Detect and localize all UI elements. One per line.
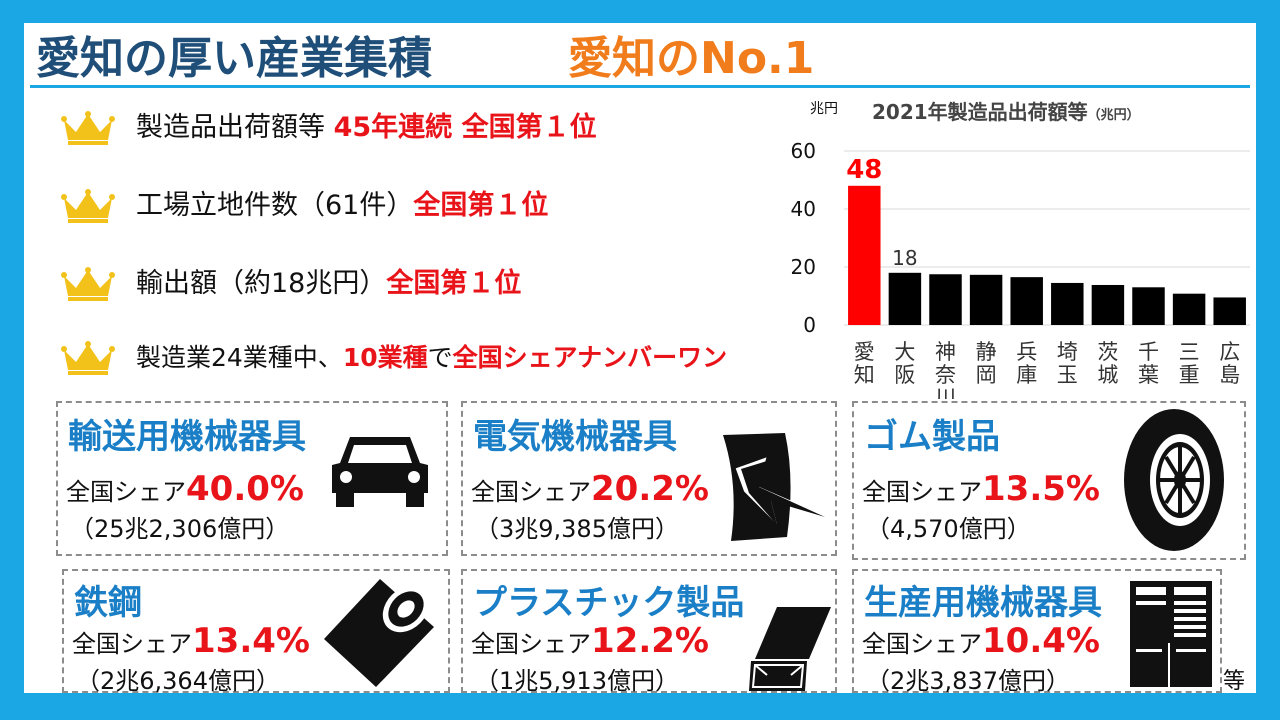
shipment-amount: （3兆9,385億円）	[475, 515, 679, 543]
ranking-highlight-2: 全国シェアナンバーワン	[452, 343, 728, 372]
ranking-label: 製造業24業種中、	[136, 343, 343, 372]
data-label: 48	[846, 155, 882, 185]
share-value: 12.2%	[591, 621, 709, 661]
title-divider	[30, 85, 1250, 88]
ranking-highlight: 45年連続 全国第１位	[333, 112, 597, 143]
bar	[1172, 293, 1206, 325]
bar	[1091, 284, 1125, 325]
share-line: 全国シェア12.2%	[471, 621, 709, 667]
chart-grid	[844, 150, 1250, 326]
category-label: 静岡	[976, 340, 997, 387]
industry-name: 生産用機械器具	[864, 583, 1102, 623]
footnote-etc: 等	[1223, 669, 1246, 693]
shipment-amount: （2兆6,364億円）	[76, 667, 280, 693]
industry-name: プラスチック製品	[473, 583, 745, 623]
chart-title-text: 2021年製造品出荷額等	[872, 100, 1088, 124]
machine-icon	[1130, 581, 1212, 687]
shipment-amount: （1兆5,913億円）	[475, 667, 679, 693]
share-prefix: 全国シェア	[471, 478, 591, 506]
tire-icon	[1124, 409, 1224, 551]
crown-icon	[61, 341, 115, 375]
category-label: 広島	[1219, 340, 1240, 387]
share-line: 全国シェア20.2%	[471, 469, 709, 515]
industry-card-steel: 鉄鋼 全国シェア13.4% （2兆6,364億円）	[62, 569, 450, 693]
bar	[969, 274, 1003, 325]
ranking-label: 製造品出荷額等	[136, 112, 334, 143]
industry-card-transport: 輸送用機械器具 全国シェア40.0% （25兆2,306億円）	[56, 401, 448, 556]
bar	[1051, 282, 1084, 325]
industry-card-electrical: 電気機械器具 全国シェア20.2% （3兆9,385億円）	[461, 401, 837, 556]
share-prefix: 全国シェア	[471, 630, 591, 658]
share-line: 全国シェア13.5%	[862, 469, 1100, 515]
page-title: 愛知の厚い産業集積	[36, 33, 432, 84]
category-label: 愛知	[854, 340, 875, 387]
car-icon	[332, 437, 428, 507]
industry-name: ゴム製品	[864, 417, 1000, 457]
y-tick-label: 0	[803, 313, 816, 337]
ranking-label: 輸出額（約18兆円）	[136, 268, 387, 299]
y-tick-label: 20	[791, 255, 816, 279]
industry-card-production-machinery: 生産用機械器具 全国シェア10.4% （2兆3,837億円）	[852, 569, 1222, 693]
plastic-box-icon	[749, 607, 831, 691]
ranking-mid: で	[427, 343, 453, 372]
data-label: 18	[892, 246, 917, 270]
bar	[888, 272, 922, 325]
chart-ylabel: 兆円	[810, 101, 838, 117]
share-value: 20.2%	[591, 469, 709, 509]
category-label: 三重	[1179, 340, 1200, 387]
share-prefix: 全国シェア	[66, 478, 186, 506]
shipment-bar-chart: 2021年製造品出荷額等（兆円） 兆円 0 20 40 60 48 18 愛知 大阪 神奈川…	[754, 99, 1254, 399]
share-prefix: 全国シェア	[862, 478, 982, 506]
industry-card-rubber: ゴム製品 全国シェア13.5% （4,570億円）	[852, 401, 1246, 560]
industry-name: 輸送用機械器具	[68, 417, 306, 457]
chart-svg: 2021年製造品出荷額等（兆円） 兆円 0 20 40 60 48 18 愛知大阪神奈川…	[791, 100, 1250, 399]
chart-title-unit: （兆円）	[1088, 107, 1140, 123]
share-value: 13.4%	[192, 621, 310, 661]
share-prefix: 全国シェア	[862, 630, 982, 658]
ranking-highlight: 全国第１位	[386, 268, 522, 299]
share-value: 13.5%	[982, 469, 1100, 509]
y-tick-label: 40	[791, 197, 816, 221]
share-line: 全国シェア40.0%	[66, 469, 304, 515]
ranking-highlight: 全国第１位	[413, 190, 549, 221]
bar	[1010, 277, 1043, 325]
share-value: 40.0%	[186, 469, 304, 509]
category-label: 神奈川	[935, 340, 956, 399]
category-label: 千葉	[1138, 340, 1159, 387]
chart-y-ticks: 0 20 40 60	[791, 139, 816, 337]
industry-card-plastic: プラスチック製品 全国シェア12.2% （1兆5,913億円）	[461, 569, 837, 693]
shipment-amount: （2兆3,837億円）	[866, 667, 1070, 693]
industry-name: 鉄鋼	[74, 583, 142, 623]
crown-icon	[61, 111, 115, 145]
share-value: 10.4%	[982, 621, 1100, 661]
bar	[1132, 287, 1165, 325]
category-label: 兵庫	[1016, 340, 1037, 387]
lightning-icon	[723, 433, 825, 541]
y-tick-label: 60	[791, 139, 816, 163]
ranking-label: 工場立地件数（61件）	[136, 190, 414, 221]
industry-name: 電気機械器具	[473, 417, 677, 457]
bar	[929, 274, 962, 325]
bar	[1213, 297, 1246, 325]
category-label: 大阪	[894, 340, 915, 387]
category-label: 埼玉	[1057, 340, 1078, 387]
ranking-highlight: 10業種	[342, 343, 428, 372]
shipment-amount: （25兆2,306億円）	[70, 515, 290, 543]
slide: 愛知の厚い産業集積 愛知のNo.1 製造品出荷額等 45年連続 全国第１位 工場…	[24, 23, 1256, 693]
share-line: 全国シェア13.4%	[72, 621, 310, 667]
bar	[848, 185, 881, 325]
chart-data-labels: 48 18	[846, 155, 917, 270]
category-label: 茨城	[1097, 340, 1118, 387]
share-line: 全国シェア10.4%	[862, 621, 1100, 667]
chart-title: 2021年製造品出荷額等（兆円）	[872, 100, 1140, 124]
crown-icon	[61, 267, 115, 301]
chart-bars	[848, 185, 1246, 325]
steel-coil-icon	[324, 579, 434, 687]
shipment-amount: （4,570億円）	[866, 515, 1031, 543]
page-subtitle: 愛知のNo.1	[568, 33, 815, 84]
share-prefix: 全国シェア	[72, 630, 192, 658]
crown-icon	[61, 189, 115, 223]
